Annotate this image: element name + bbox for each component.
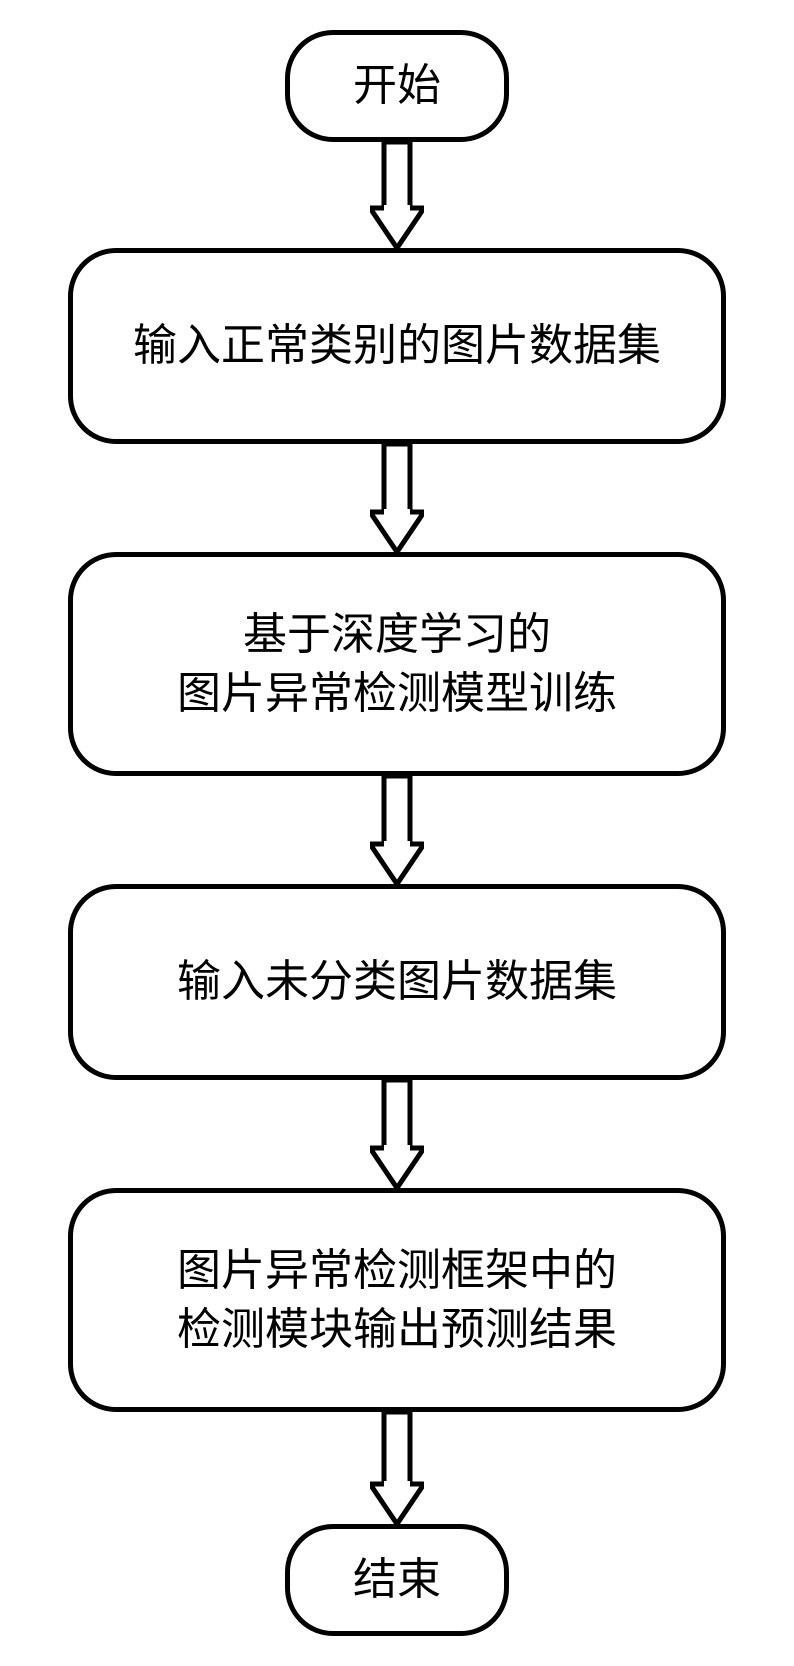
node-output: 图片异常检测框架中的 检测模块输出预测结果 bbox=[68, 1188, 726, 1412]
node-input-unlabeled-label: 输入未分类图片数据集 bbox=[177, 952, 617, 1011]
node-input-normal-label: 输入正常类别的图片数据集 bbox=[133, 316, 661, 375]
arrow-4 bbox=[370, 1080, 424, 1188]
node-start: 开始 bbox=[285, 30, 509, 142]
arrow-3 bbox=[370, 776, 424, 884]
node-start-label: 开始 bbox=[353, 56, 441, 115]
node-train: 基于深度学习的 图片异常检测模型训练 bbox=[68, 552, 726, 776]
arrow-2 bbox=[370, 444, 424, 552]
node-end-label: 结束 bbox=[353, 1550, 441, 1609]
node-output-label: 图片异常检测框架中的 检测模块输出预测结果 bbox=[177, 1241, 617, 1360]
node-input-normal: 输入正常类别的图片数据集 bbox=[68, 248, 726, 444]
flowchart-canvas: 开始 输入正常类别的图片数据集 基于深度学习的 图片异常检测模型训练 输入未分类… bbox=[0, 0, 794, 1666]
node-train-label: 基于深度学习的 图片异常检测模型训练 bbox=[177, 605, 617, 724]
arrow-5 bbox=[370, 1412, 424, 1524]
node-end: 结束 bbox=[285, 1524, 509, 1636]
arrow-1 bbox=[370, 142, 424, 248]
node-input-unlabeled: 输入未分类图片数据集 bbox=[68, 884, 726, 1080]
